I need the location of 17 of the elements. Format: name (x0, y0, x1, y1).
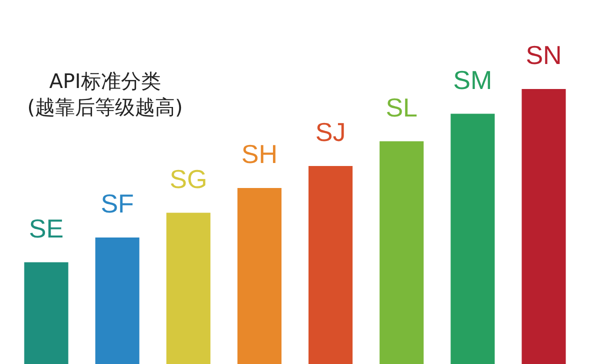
x-tick-label: SH (241, 139, 278, 169)
x-tick-label: SM (453, 64, 492, 95)
bar (166, 212, 210, 364)
x-tick-label: SJ (315, 117, 346, 147)
bar (380, 141, 424, 364)
bar (95, 238, 140, 364)
x-tick-label: SL (386, 92, 418, 122)
x-tick-label: SN (526, 40, 562, 70)
bar (237, 188, 282, 364)
x-tick-label: SG (170, 164, 208, 194)
chart-title: API标准分类 (越靠后等级越高) (27, 69, 183, 119)
bar (308, 166, 353, 364)
x-tick-label: SE (28, 213, 64, 244)
bar (522, 89, 566, 364)
bar (450, 114, 495, 364)
x-tick-label: SF (100, 188, 134, 218)
bar (24, 262, 68, 364)
